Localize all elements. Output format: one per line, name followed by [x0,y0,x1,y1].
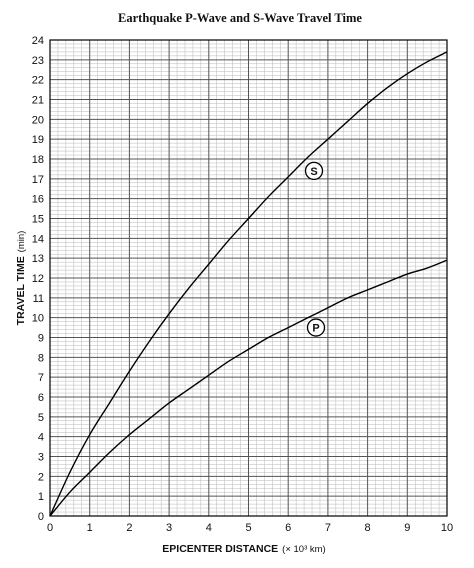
x-tick-labels: 0 1 2 3 4 5 6 7 8 9 10 [47,522,453,534]
y-tick-label: 21 [32,95,44,107]
y-tick-label: 15 [32,214,44,226]
annotation-text: P [312,323,319,335]
x-axis-label: EPICENTER DISTANCE (× 10³ km) [162,543,325,555]
y-tick-label: 17 [32,174,44,186]
curve-s-wave [49,51,448,517]
x-tick-label: 5 [245,522,251,534]
plot-frame [49,39,448,517]
y-tick-label: 10 [32,313,44,325]
curve-annotations: SP [304,161,326,337]
y-tick-label: 11 [33,293,44,305]
y-tick-label: 6 [38,392,44,404]
y-tick-label: 0 [38,511,44,523]
x-tick-label: 8 [365,522,371,534]
x-tick-label: 10 [441,522,453,534]
y-tick-label: 2 [38,471,44,483]
y-tick-label: 22 [32,75,44,87]
x-tick-label: 1 [87,522,93,534]
y-tick-label: 23 [32,55,44,67]
x-tick-label: 3 [166,522,172,534]
x-tick-label: 7 [325,522,331,534]
y-tick-label: 18 [32,154,44,166]
annotation-p-label: P [306,318,326,337]
curves [49,51,448,517]
annotation-s-label: S [304,161,324,181]
x-tick-label: 6 [285,522,291,534]
annotation-text: S [310,166,317,178]
annotation-circle [304,161,324,181]
x-tick-label: 4 [206,522,212,534]
y-tick-label: 4 [38,432,44,444]
y-tick-label: 7 [38,372,44,384]
y-tick-label: 8 [38,352,44,364]
curve-p-wave [49,259,448,517]
y-tick-label: 12 [32,273,44,285]
x-tick-label: 9 [404,522,410,534]
x-tick-label: 0 [47,522,53,534]
x-tick-label: 2 [126,522,132,534]
y-tick-label: 5 [38,412,44,424]
y-tick-label: 20 [32,114,44,126]
y-tick-label: 19 [32,134,44,146]
chart-title: Earthquake P-Wave and S-Wave Travel Time [118,11,362,25]
y-tick-label: 13 [32,253,44,265]
y-tick-label: 1 [38,491,44,503]
y-tick-label: 9 [38,333,44,345]
y-tick-label: 14 [32,233,44,245]
y-axis-label: TRAVEL TIME(min) [15,231,27,326]
y-tick-label: 16 [32,194,44,206]
y-tick-label: 3 [38,452,44,464]
major-grid [50,40,447,516]
annotation-circle [306,318,326,337]
y-tick-label: 24 [32,35,44,47]
